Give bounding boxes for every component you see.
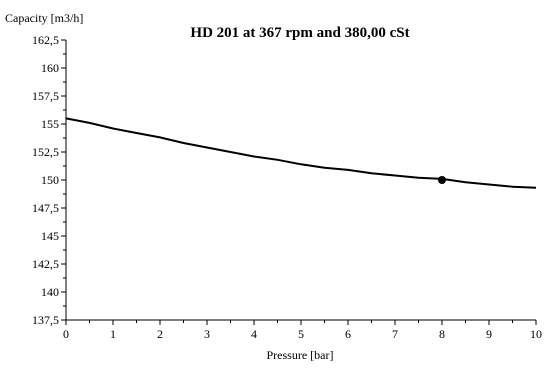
y-tick-label: 152,5 bbox=[32, 145, 59, 159]
x-tick-label: 5 bbox=[298, 327, 304, 341]
x-tick-label: 8 bbox=[439, 327, 445, 341]
y-tick-label: 160 bbox=[41, 61, 59, 75]
y-tick-label: 150 bbox=[41, 173, 59, 187]
x-tick-label: 2 bbox=[157, 327, 163, 341]
y-tick-label: 147,5 bbox=[32, 201, 59, 215]
y-axis-title: Capacity [m3/h] bbox=[5, 11, 83, 25]
x-tick-label: 0 bbox=[63, 327, 69, 341]
y-tick-label: 162,5 bbox=[32, 33, 59, 47]
chart-title: HD 201 at 367 rpm and 380,00 cSt bbox=[190, 25, 409, 41]
y-tick-label: 137,5 bbox=[32, 313, 59, 327]
ticks: 137,5140142,5145147,5150152,5155157,5160… bbox=[32, 33, 542, 341]
axes bbox=[65, 40, 536, 321]
x-axis-title: Pressure [bar] bbox=[267, 348, 334, 362]
x-tick-label: 6 bbox=[345, 327, 351, 341]
y-tick-label: 140 bbox=[41, 285, 59, 299]
x-tick-label: 3 bbox=[204, 327, 210, 341]
x-tick-label: 1 bbox=[110, 327, 116, 341]
y-tick-label: 145 bbox=[41, 229, 59, 243]
series-layer bbox=[65, 117, 537, 189]
operating-point-marker bbox=[438, 176, 446, 184]
y-tick-label: 157,5 bbox=[32, 89, 59, 103]
x-tick-label: 10 bbox=[530, 327, 542, 341]
capacity-curve bbox=[65, 117, 537, 189]
y-tick-label: 155 bbox=[41, 117, 59, 131]
y-tick-label: 142,5 bbox=[32, 257, 59, 271]
x-tick-label: 4 bbox=[251, 327, 257, 341]
x-tick-label: 9 bbox=[486, 327, 492, 341]
x-tick-label: 7 bbox=[392, 327, 398, 341]
